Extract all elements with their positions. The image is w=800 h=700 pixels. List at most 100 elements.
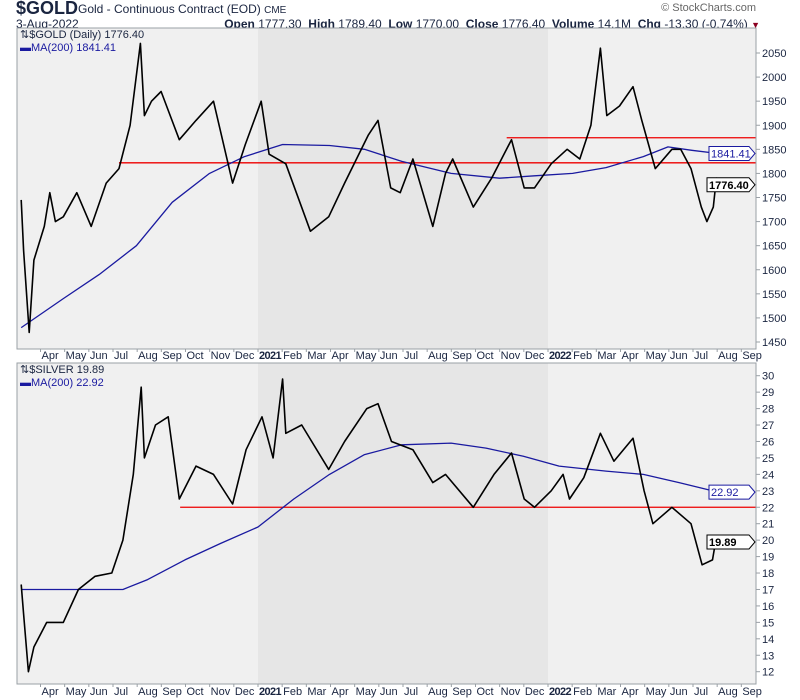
- line-icon: ▬: [20, 377, 31, 389]
- x-tick-label: Oct: [187, 686, 204, 698]
- y-tick-label: 24: [762, 469, 774, 481]
- x-tick-label: May: [356, 350, 377, 362]
- y-tick-label: 1450: [762, 337, 786, 349]
- y-tick-label: 1800: [762, 168, 786, 180]
- x-tick-label: Jul: [694, 686, 708, 698]
- y-tick-label: 26: [762, 436, 774, 448]
- x-tick-label: Nov: [211, 350, 231, 362]
- y-tick-label: 22: [762, 502, 774, 514]
- y-tick-label: 30: [762, 371, 774, 383]
- x-tick-label: Sep: [162, 350, 182, 362]
- x-tick-label: Nov: [211, 686, 231, 698]
- x-tick-label: Apr: [42, 350, 59, 362]
- x-tick-label: Oct: [477, 350, 494, 362]
- label-text: 1776.40: [709, 180, 749, 192]
- y-tick-label: 2000: [762, 72, 786, 84]
- y-tick-label: 29: [762, 387, 774, 399]
- y-tick-label: 21: [762, 519, 774, 531]
- x-tick-label: Sep: [162, 686, 182, 698]
- y-tick-label: 1600: [762, 265, 786, 277]
- ma200-line: [21, 442, 719, 591]
- x-tick-label: Mar: [307, 350, 326, 362]
- bar-icon: ⇅: [20, 29, 30, 41]
- y-tick-label: 14: [762, 634, 774, 646]
- y-tick-label: 1650: [762, 241, 786, 253]
- copyright: © StockCharts.com: [661, 2, 756, 14]
- x-tick-label: Jul: [404, 350, 418, 362]
- label-text: 1841.41: [711, 148, 751, 160]
- legend-price: ⇅$SILVER 19.89: [20, 364, 105, 376]
- label-text: 19.89: [709, 537, 737, 549]
- x-tick-label: Jun: [380, 350, 398, 362]
- year-2021-shade: [258, 363, 548, 684]
- x-tick-label: Aug: [718, 350, 738, 362]
- ticker-symbol: $GOLD: [16, 0, 79, 18]
- x-tick-label: Apr: [42, 686, 59, 698]
- label-box: [708, 484, 756, 500]
- y-tick-label: 1550: [762, 289, 786, 301]
- bar-icon: ⇅: [20, 364, 30, 376]
- close-label: Close: [465, 17, 499, 31]
- x-tick-label: Dec: [525, 350, 545, 362]
- y-tick-label: 19: [762, 552, 774, 564]
- year-2021-shade: [258, 28, 548, 349]
- y-tick-label: 27: [762, 420, 774, 432]
- ma-value-label: 22.92: [708, 484, 756, 500]
- x-tick-label: Jun: [90, 686, 108, 698]
- y-tick-label: 23: [762, 486, 774, 498]
- x-tick-label: Jun: [670, 350, 688, 362]
- price-line: [20, 378, 719, 673]
- x-tick-label: 2022: [549, 686, 572, 698]
- x-tick-label: Sep: [742, 350, 762, 362]
- x-tick-label: Aug: [428, 350, 448, 362]
- y-tick-label: 15: [762, 617, 774, 629]
- x-tick-label: Jun: [670, 686, 688, 698]
- y-tick-label: 1900: [762, 120, 786, 132]
- instrument-name: Gold - Continuous Contract (EOD) CME: [78, 3, 286, 17]
- low-value: 1770.00: [415, 17, 460, 31]
- legend-ma: ▬MA(200) 22.92: [20, 377, 104, 389]
- legend-ma: ▬MA(200) 1841.41: [20, 42, 116, 54]
- y-tick-label: 25: [762, 453, 774, 465]
- x-tick-label: Apr: [332, 350, 349, 362]
- x-tick-label: Nov: [501, 686, 521, 698]
- x-tick-label: Sep: [742, 686, 762, 698]
- x-tick-label: Feb: [573, 350, 592, 362]
- x-tick-label: Jul: [114, 686, 128, 698]
- y-tick-label: 1500: [762, 313, 786, 325]
- x-tick-label: Jun: [380, 686, 398, 698]
- instrument-title: Gold - Continuous Contract (EOD): [78, 2, 261, 16]
- volume-label: Volume: [551, 17, 595, 31]
- quote-date: 3-Aug-2022: [16, 17, 79, 31]
- x-tick-label: Apr: [622, 686, 639, 698]
- high-value: 1789.40: [338, 17, 382, 31]
- y-tick-label: 16: [762, 601, 774, 613]
- y-tick-label: 1750: [762, 193, 786, 205]
- exchange: CME: [264, 5, 287, 16]
- ma200-line: [20, 143, 719, 329]
- label-box: [706, 177, 756, 193]
- x-tick-label: Sep: [452, 350, 472, 362]
- y-tick-label: 2050: [762, 48, 786, 60]
- triangle-down-icon: ▼: [751, 20, 760, 30]
- y-tick-label: 13: [762, 650, 774, 662]
- x-tick-label: Aug: [718, 686, 738, 698]
- x-tick-label: Nov: [501, 350, 521, 362]
- legend-price: ⇅$GOLD (Daily) 1776.40: [20, 29, 145, 41]
- x-tick-label: Feb: [283, 350, 302, 362]
- x-tick-label: 2022: [549, 350, 572, 362]
- line-icon: ▬: [20, 42, 31, 54]
- x-tick-label: Feb: [573, 686, 592, 698]
- quote-bar: Open 1777.30 High 1789.40 Low 1770.00 Cl…: [224, 18, 760, 31]
- open-value: 1777.30: [258, 17, 302, 31]
- x-tick-label: Mar: [307, 686, 326, 698]
- x-tick-label: Dec: [235, 686, 255, 698]
- x-tick-label: Dec: [525, 686, 545, 698]
- x-tick-label: Jul: [404, 686, 418, 698]
- x-tick-label: Aug: [428, 686, 448, 698]
- y-tick-label: 12: [762, 667, 774, 679]
- x-tick-label: Sep: [452, 686, 472, 698]
- y-tick-label: 1850: [762, 144, 786, 156]
- y-tick-label: 28: [762, 404, 774, 416]
